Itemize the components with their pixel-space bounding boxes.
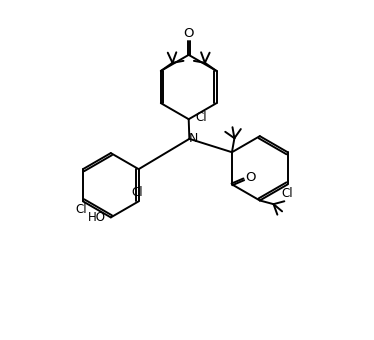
Text: Cl: Cl bbox=[76, 203, 87, 216]
Text: O: O bbox=[245, 171, 256, 184]
Text: O: O bbox=[183, 28, 194, 40]
Text: N: N bbox=[189, 132, 198, 145]
Text: Cl: Cl bbox=[195, 111, 207, 124]
Text: Cl: Cl bbox=[282, 187, 294, 200]
Text: HO: HO bbox=[88, 211, 105, 224]
Text: Cl: Cl bbox=[131, 186, 143, 199]
